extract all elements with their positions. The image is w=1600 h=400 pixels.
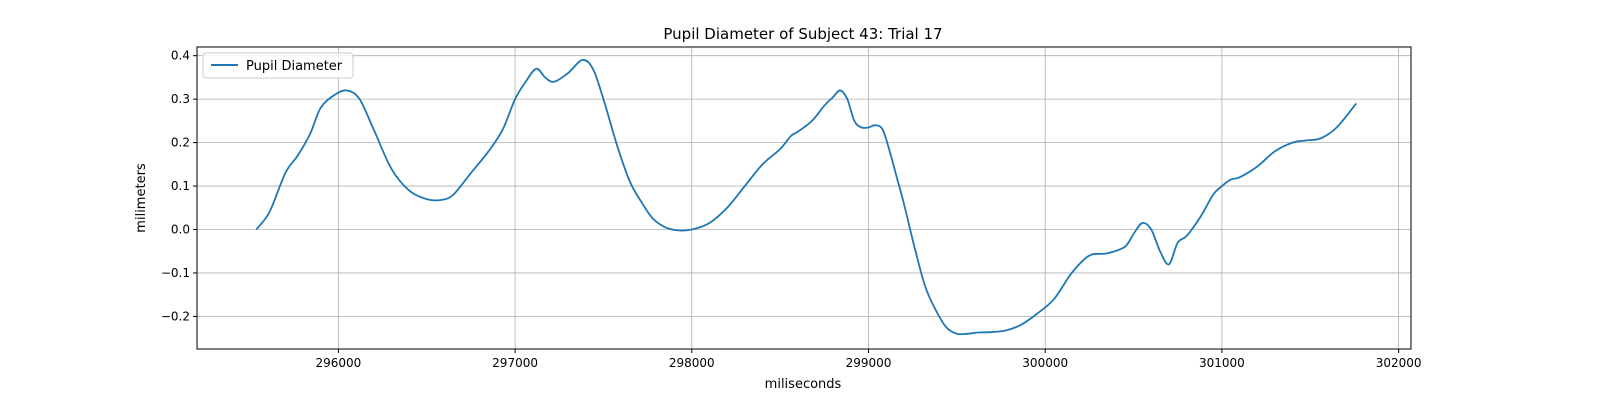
plot-frame [196,46,1412,350]
legend-entry: Pupil Diameter [246,59,343,74]
series-layer [255,59,1357,336]
chart-title: Pupil Diameter of Subject 43: Trial 17 [663,25,942,43]
x-tick-label: 300000 [1022,356,1068,370]
x-axis-ticks: 296000 297000 298000 299000 300000 301000 3020… [315,349,1422,370]
y-tick-label: 0.0 [171,223,190,237]
x-tick-label: 299000 [846,356,892,370]
y-tick-label: 0.4 [171,49,190,63]
y-tick-label: −0.1 [161,266,190,280]
y-tick-label: 0.3 [171,92,190,106]
x-axis-label: miliseconds [765,377,842,392]
series-line-pupil-diameter [255,59,1357,336]
x-tick-label: 301000 [1199,356,1245,370]
x-tick-label: 298000 [669,356,715,370]
grid-lines [197,47,1411,349]
y-tick-label: 0.1 [171,179,190,193]
y-axis-label: milimeters [134,163,149,233]
y-tick-label: −0.2 [161,309,190,323]
x-tick-label: 296000 [315,356,361,370]
y-axis-ticks: −0.2 −0.1 0.0 0.1 0.2 0.3 0.4 [161,49,197,323]
x-tick-label: 302000 [1376,356,1422,370]
legend-box [202,52,354,79]
legend: Pupil Diameter [202,52,354,79]
x-tick-label: 297000 [492,356,538,370]
y-tick-label: 0.2 [171,136,190,150]
